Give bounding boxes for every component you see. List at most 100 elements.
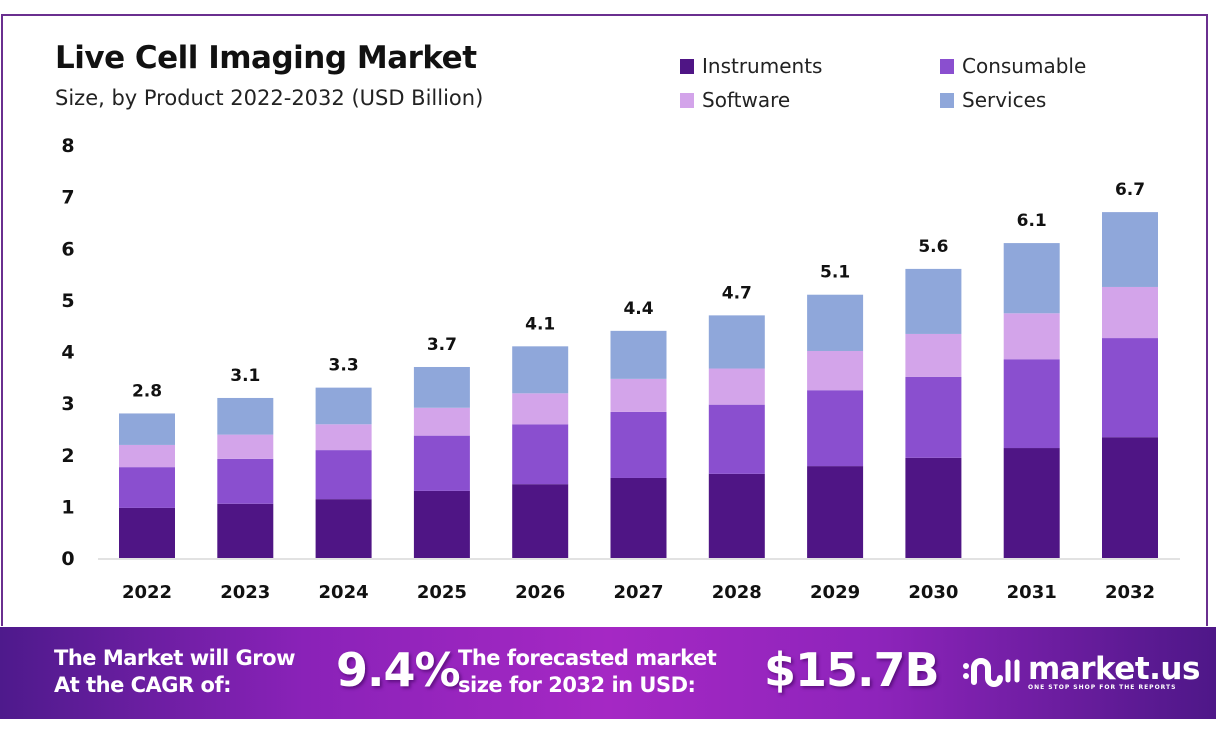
bar-segment-services (413, 366, 470, 408)
bar-segment-consumable (512, 424, 569, 485)
x-tick-label: 2029 (810, 582, 860, 603)
forecast-label-line1: The forecasted market (458, 646, 717, 670)
bar-segment-software (1003, 313, 1060, 360)
y-tick-label: 8 (61, 135, 74, 157)
legend-swatch-services (940, 92, 954, 108)
bar-total-label: 5.6 (918, 237, 948, 257)
logo-tagline: ONE STOP SHOP FOR THE REPORTS (1028, 683, 1177, 691)
x-tick-label: 2025 (417, 582, 467, 603)
bar-segment-services (217, 397, 274, 435)
legend-swatch-software (680, 92, 694, 108)
bar-segment-consumable (1102, 338, 1158, 438)
bar-segment-services (610, 330, 667, 379)
bar-segment-services (905, 268, 962, 334)
bar-segment-instruments (512, 484, 569, 558)
bar-segment-instruments (610, 477, 667, 558)
cagr-label-line2: At the CAGR of: (54, 673, 231, 697)
cagr-label-line1: The Market will Grow (54, 646, 295, 670)
bar-segment-instruments (1003, 448, 1060, 558)
bar-segment-services (807, 294, 864, 351)
y-tick-label: 6 (61, 238, 74, 260)
bar-total-label: 4.4 (623, 299, 653, 319)
forecast-value: $15.7B (764, 643, 940, 697)
bar-segment-consumable (708, 404, 765, 474)
bar-segment-software (119, 444, 175, 468)
bar-total-label: 6.1 (1017, 211, 1047, 231)
summary-banner: The Market will Grow At the CAGR of: 9.4… (0, 627, 1216, 719)
y-tick-label: 0 (61, 548, 74, 570)
bar-total-label: 3.3 (329, 356, 359, 376)
bar-total-label: 5.1 (820, 263, 850, 283)
chart-title: Live Cell Imaging Market (55, 40, 477, 76)
x-tick-label: 2026 (515, 582, 565, 603)
x-tick-label: 2028 (712, 582, 762, 603)
forecast-label: The forecasted market size for 2032 in U… (458, 645, 717, 699)
cagr-value: 9.4% (336, 643, 461, 697)
bar-segment-software (807, 350, 864, 391)
bar-segment-instruments (708, 473, 765, 558)
bar-segment-consumable (807, 390, 864, 467)
bar-segment-instruments (807, 466, 864, 558)
bar-segment-services (708, 315, 765, 369)
bar-segment-consumable (610, 411, 667, 478)
bar-segment-consumable (413, 435, 470, 491)
bar-total-label: 3.1 (230, 366, 260, 386)
y-tick-label: 5 (61, 290, 74, 312)
legend-item-instruments: Instruments (680, 54, 822, 78)
legend-label: Consumable (962, 54, 1087, 78)
bar-segment-software (217, 434, 274, 459)
bar-total-label: 4.7 (722, 283, 752, 303)
bar-total-label: 4.1 (525, 314, 555, 334)
bar-segment-consumable (1003, 359, 1060, 449)
legend-label: Software (702, 88, 791, 112)
bar-segment-software (315, 424, 372, 451)
bar-segment-consumable (119, 467, 175, 508)
bar-total-label: 6.7 (1115, 180, 1145, 200)
x-tick-label: 2032 (1105, 582, 1155, 603)
x-tick-label: 2030 (908, 582, 958, 603)
y-tick-label: 4 (61, 342, 74, 364)
legend-swatch-consumable (940, 58, 954, 74)
bar-segment-software (708, 368, 765, 405)
bar-segment-services (119, 413, 175, 445)
bar-segment-consumable (315, 450, 372, 500)
bar-segment-software (905, 333, 962, 377)
x-tick-label: 2022 (122, 582, 172, 603)
legend-item-services: Services (940, 88, 1046, 112)
x-tick-label: 2027 (613, 582, 663, 603)
bar-segment-instruments (315, 499, 372, 558)
bar-segment-software (1102, 286, 1158, 339)
bar-segment-instruments (905, 457, 962, 558)
legend-item-software: Software (680, 88, 790, 112)
legend-swatch-instruments (680, 58, 694, 74)
bar-segment-services (1102, 212, 1158, 287)
bar-segment-instruments (119, 507, 175, 558)
bar-segment-software (413, 407, 470, 436)
legend-item-consumable: Consumable (940, 54, 1086, 78)
cagr-label: The Market will Grow At the CAGR of: (54, 645, 295, 699)
legend-label: Services (962, 88, 1047, 112)
x-tick-label: 2023 (220, 582, 270, 603)
bar-segment-services (512, 346, 569, 394)
bar-total-label: 3.7 (427, 335, 457, 355)
chart-subtitle: Size, by Product 2022-2032 (USD Billion) (55, 86, 484, 110)
bar-segment-instruments (413, 490, 470, 558)
forecast-label-line2: size for 2032 in USD: (458, 673, 696, 697)
bar-segment-software (610, 378, 667, 412)
logo-icon (963, 658, 1020, 687)
logo-text: market.us (1028, 650, 1200, 687)
y-tick-label: 7 (61, 187, 74, 209)
y-tick-label: 2 (61, 445, 74, 467)
bar-segment-consumable (905, 376, 962, 458)
bar-segment-consumable (217, 458, 274, 504)
x-tick-label: 2031 (1007, 582, 1057, 603)
x-tick-label: 2024 (319, 582, 369, 603)
bar-segment-instruments (1102, 437, 1158, 558)
y-tick-label: 1 (61, 496, 74, 518)
y-tick-label: 3 (61, 393, 74, 415)
bar-total-label: 2.8 (132, 381, 162, 401)
market-us-logo: market.us ONE STOP SHOP FOR THE REPORTS (962, 652, 1200, 692)
bar-segment-instruments (217, 503, 274, 558)
legend-label: Instruments (702, 54, 823, 78)
stacked-bar-chart: 0 1 2 3 4 5 6 7 8 2.8 2022 3.1 2023 3.3 2024 3.7 2025 4.1… (61, 135, 1180, 603)
